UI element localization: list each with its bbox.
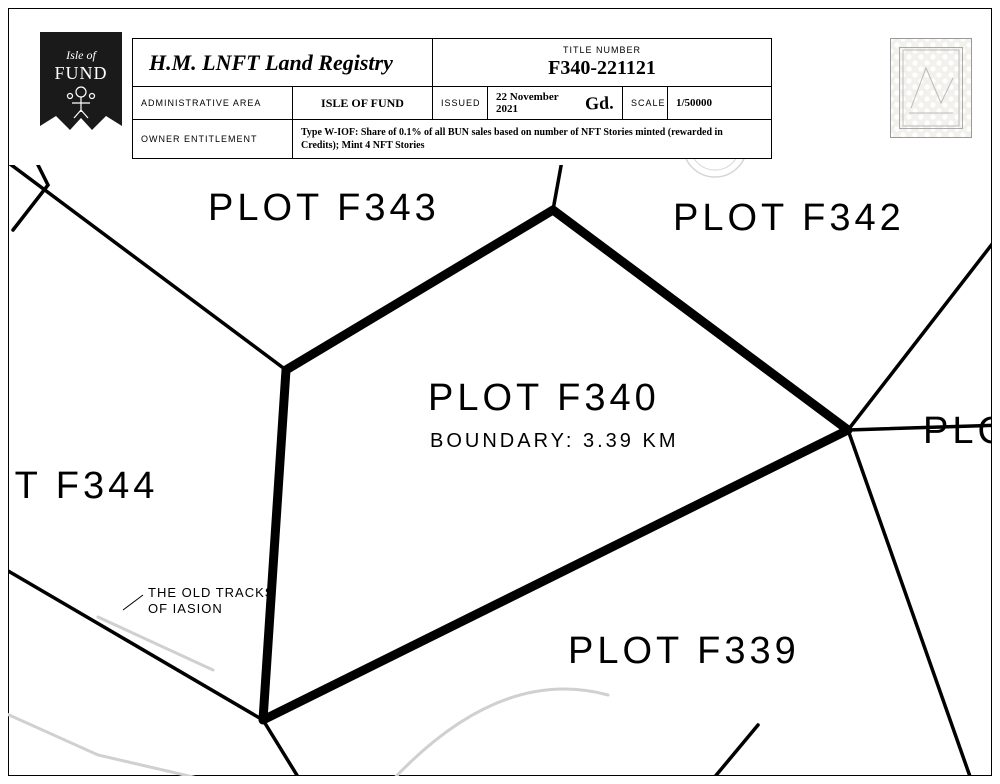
admin-area: ISLE OF FUND [293,87,433,119]
label-plot-plc: PLC [923,410,992,452]
issued-date: 22 November 2021 [496,91,573,115]
label-plot-f344: )T F344 [8,465,158,507]
issued-label: ISSUED [433,87,488,119]
banner-line2: FUND [38,63,124,84]
stamp-art [899,47,963,129]
scale-value: 1/50000 [668,87,771,119]
label-feature-l2: OF IASION [148,601,223,616]
title-number: F340-221121 [441,57,763,80]
label-plot-f343: PLOT F343 [208,187,440,229]
label-plot-f342: PLOT F342 [673,197,905,239]
signature-icon: Gd. [585,92,614,114]
owner-entitlement-text: Type W-IOF: Share of 0.1% of all BUN sal… [293,120,771,158]
postage-stamp-icon [890,38,972,138]
label-boundary: BOUNDARY: 3.39 KM [430,430,678,452]
plot-map: PLOT F343 PLOT F342 )T F344 PLOT F339 PL… [8,165,992,776]
scale-label: SCALE [623,87,668,119]
label-plot-f339: PLOT F339 [568,630,800,672]
title-block: H.M. LNFT Land Registry TITLE NUMBER F34… [132,38,772,159]
title-number-label: TITLE NUMBER [441,45,763,55]
isle-of-fund-banner: Isle of FUND [38,30,124,150]
label-feature-l1: THE OLD TRACKS [148,585,274,600]
title-number-cell: TITLE NUMBER F340-221121 [433,39,771,86]
banner-line1: Isle of [38,48,124,63]
label-main-plot: PLOT F340 [428,377,660,419]
admin-area-label: ADMINISTRATIVE AREA [133,87,293,119]
owner-entitlement-label: OWNER ENTITLEMENT [133,120,293,158]
issued-cell: 22 November 2021 Gd. [488,87,623,119]
registry-title: H.M. LNFT Land Registry [133,39,433,86]
